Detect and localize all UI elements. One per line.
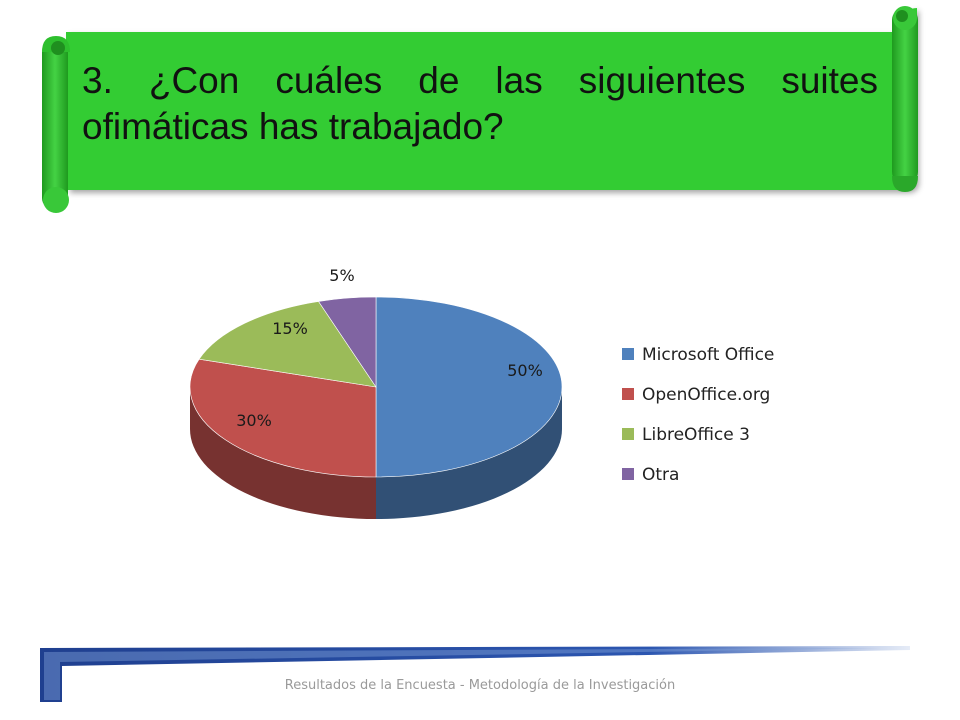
pie-slice-openoffice-org [189,358,377,478]
pie-slice-libreoffice-3 [198,301,377,388]
pie-top-layer [189,296,563,478]
data-label-openoffice-org: 30% [236,411,272,430]
pie-slice-otra [318,296,377,388]
pie-slice-microsoft-office [375,296,563,478]
title-scroll-banner [42,6,918,213]
pie-chart: 50% 30% 15% 5% Microsoft Office OpenOffice.o… [189,266,774,519]
pie-side-microsoft-office [376,387,562,519]
slide-title: 3. ¿Con cuáles de las siguientes suites … [82,60,878,147]
pie-side-layer [190,387,562,519]
legend-swatch-microsoft-office [622,348,634,360]
footer-accent-bar [40,646,910,702]
legend-swatch-openoffice-org [622,388,634,400]
chart-legend: Microsoft Office OpenOffice.org LibreOffic… [622,345,774,485]
legend-label-openoffice-org: OpenOffice.org [642,385,770,405]
legend-swatch-libreoffice-3 [622,428,634,440]
data-label-libreoffice-3: 15% [272,319,308,338]
data-label-microsoft-office: 50% [507,361,543,380]
legend-label-libreoffice-3: LibreOffice 3 [642,425,750,445]
legend-swatch-otra [622,468,634,480]
pie-side-openoffice-org [190,387,376,519]
legend-label-otra: Otra [642,465,679,485]
data-label-otra: 5% [329,266,354,285]
legend-label-microsoft-office: Microsoft Office [642,345,774,365]
pie-label-layer: 50% 30% 15% 5% [236,266,543,430]
slide-footer: Resultados de la Encuesta - Metodología … [284,678,676,693]
